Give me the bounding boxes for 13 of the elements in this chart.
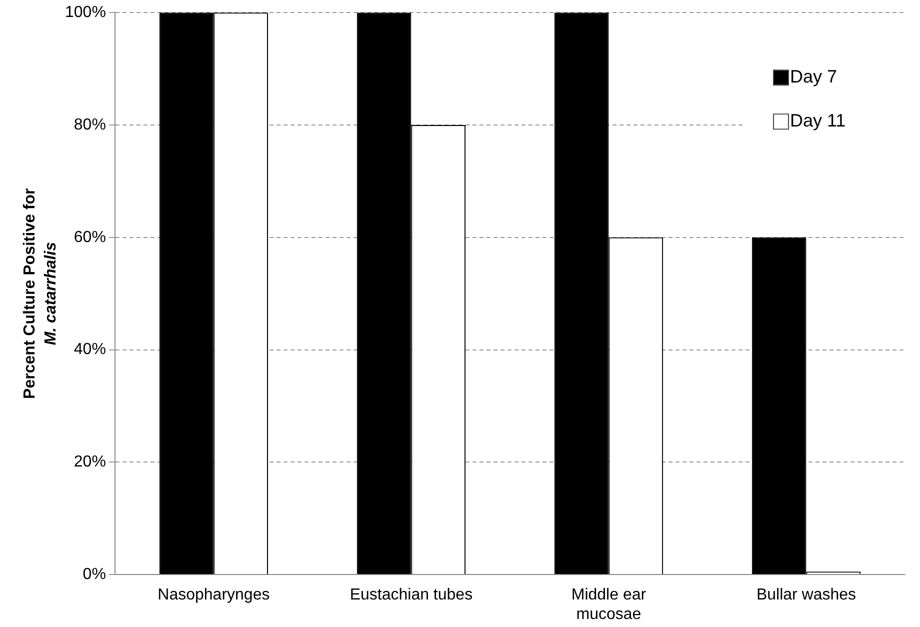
x-tick-label: Eustachian tubes — [350, 586, 473, 604]
legend-label: Day 7 — [790, 66, 838, 87]
y-tick-label: 0% — [82, 566, 106, 584]
y-tick-label: 20% — [74, 454, 106, 471]
y-tick-label: 40% — [74, 341, 106, 358]
y-axis-title: Percent Culture Positive for M. catarrhalis — [21, 188, 60, 399]
y-tick-label: 100% — [65, 4, 106, 22]
x-tick-label: Bullar washes — [756, 586, 856, 604]
y-tick-label: 60% — [74, 228, 106, 246]
y-tick-label: 80% — [74, 116, 106, 134]
x-tick-label: Nasopharynges — [158, 586, 270, 604]
legend-label: Day 11 — [790, 110, 846, 131]
x-tick-label: Middle ear mucosae — [571, 586, 647, 623]
